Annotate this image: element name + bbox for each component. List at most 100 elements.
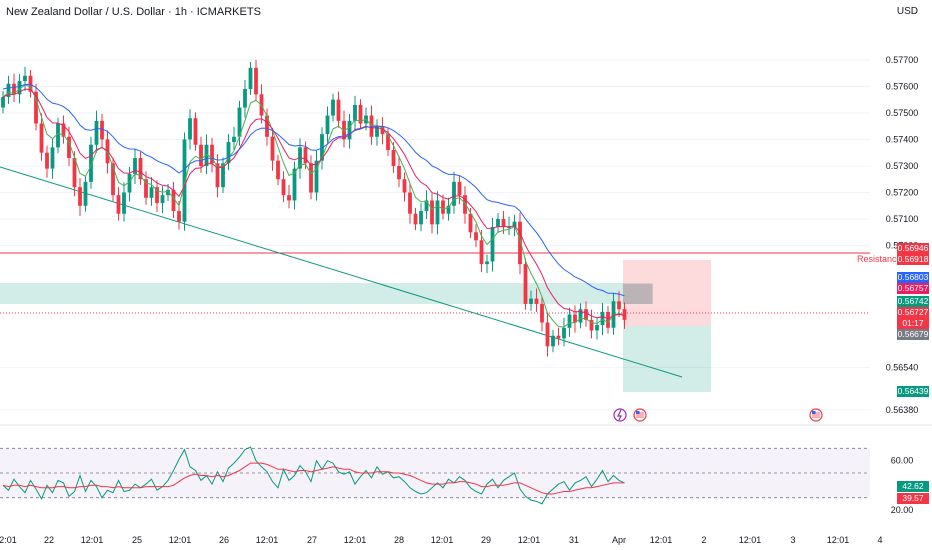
candle-body[interactable] — [287, 195, 291, 201]
candle-body[interactable] — [314, 160, 319, 193]
candle-body[interactable] — [556, 335, 561, 339]
candle-body[interactable] — [353, 104, 357, 121]
candle-body[interactable] — [402, 179, 407, 193]
candle-body[interactable] — [325, 115, 330, 135]
candle-body[interactable] — [435, 200, 440, 225]
us-flag-icon[interactable] — [633, 408, 647, 422]
candle-body[interactable] — [204, 144, 209, 166]
candle-body[interactable] — [149, 187, 154, 198]
candle-body[interactable] — [127, 173, 132, 193]
candle-body[interactable] — [413, 213, 418, 225]
candle-body[interactable] — [534, 298, 539, 304]
demand-zone[interactable] — [0, 283, 652, 304]
candle-body[interactable] — [94, 120, 99, 145]
candle-body[interactable] — [430, 200, 434, 225]
candle-body[interactable] — [281, 179, 286, 196]
candle-body[interactable] — [78, 187, 82, 206]
candle-body[interactable] — [523, 264, 528, 304]
candle-body[interactable] — [578, 309, 583, 323]
candle-body[interactable] — [600, 311, 605, 326]
candle-body[interactable] — [584, 309, 588, 320]
candle-body[interactable] — [144, 179, 148, 198]
candle-body[interactable] — [375, 126, 379, 137]
candle-body[interactable] — [358, 104, 363, 124]
candle-body[interactable] — [111, 163, 115, 196]
candle-body[interactable] — [166, 189, 170, 196]
candle-body[interactable] — [512, 221, 517, 227]
candle-body[interactable] — [589, 319, 594, 331]
candle-body[interactable] — [419, 211, 423, 225]
candle-body[interactable] — [28, 75, 33, 92]
candle-body[interactable] — [347, 120, 352, 140]
us-flag-icon[interactable] — [809, 408, 823, 422]
candle-body[interactable] — [72, 158, 77, 188]
candle-body[interactable] — [100, 120, 104, 140]
candle-body[interactable] — [369, 115, 374, 137]
candle-body[interactable] — [606, 311, 610, 328]
candle-body[interactable] — [232, 136, 236, 143]
candle-body[interactable] — [551, 335, 555, 347]
candle-body[interactable] — [237, 107, 242, 137]
candle-body[interactable] — [12, 83, 16, 95]
candle-body[interactable] — [248, 67, 253, 90]
candle-body[interactable] — [56, 123, 60, 148]
candle-body[interactable] — [177, 211, 181, 222]
candle-body[interactable] — [116, 195, 121, 214]
candle-body[interactable] — [397, 165, 401, 180]
candle-body[interactable] — [188, 118, 192, 140]
lightning-icon[interactable] — [613, 408, 627, 422]
candle-body[interactable] — [485, 261, 489, 265]
candle-body[interactable] — [254, 67, 258, 95]
candle-body[interactable] — [391, 150, 396, 166]
candle-body[interactable] — [67, 136, 71, 158]
candle-body[interactable] — [474, 232, 478, 241]
candle-body[interactable] — [276, 160, 280, 180]
candle-body[interactable] — [457, 181, 462, 196]
candle-body[interactable] — [182, 139, 187, 222]
candle-body[interactable] — [270, 136, 275, 161]
candle-body[interactable] — [6, 83, 11, 97]
candle-body[interactable] — [160, 195, 165, 204]
candle-body[interactable] — [529, 298, 533, 304]
candle-body[interactable] — [1, 96, 5, 108]
candle-body[interactable] — [45, 152, 49, 169]
candle-body[interactable] — [122, 192, 126, 214]
entry-box[interactable] — [623, 284, 653, 304]
candle-body[interactable] — [221, 163, 225, 188]
candle-body[interactable] — [408, 192, 412, 214]
currency-label[interactable]: USD — [896, 6, 918, 17]
candle-body[interactable] — [138, 158, 143, 180]
candle-body[interactable] — [210, 144, 214, 164]
candle-body[interactable] — [309, 163, 313, 193]
candle-body[interactable] — [265, 115, 269, 137]
candle-body[interactable] — [446, 205, 451, 214]
candle-body[interactable] — [441, 200, 445, 214]
candle-body[interactable] — [567, 314, 572, 328]
candle-body[interactable] — [199, 144, 203, 166]
candle-body[interactable] — [501, 219, 506, 227]
candle-body[interactable] — [215, 163, 220, 188]
candle-body[interactable] — [452, 181, 456, 206]
candle-body[interactable] — [507, 226, 511, 228]
candle-body[interactable] — [23, 75, 27, 82]
take-profit-zone[interactable] — [623, 326, 711, 392]
candle-body[interactable] — [331, 99, 335, 116]
candle-body[interactable] — [468, 213, 473, 233]
candle-body[interactable] — [193, 118, 198, 145]
candle-body[interactable] — [171, 189, 176, 212]
candle-body[interactable] — [463, 195, 467, 214]
candle-body[interactable] — [617, 301, 621, 310]
candle-body[interactable] — [518, 221, 522, 265]
candle-body[interactable] — [496, 219, 500, 227]
candle-body[interactable] — [595, 325, 599, 331]
candle-body[interactable] — [61, 123, 66, 137]
candle-body[interactable] — [83, 181, 88, 206]
candle-body[interactable] — [380, 126, 385, 135]
stop-loss-zone[interactable] — [623, 260, 711, 326]
candle-body[interactable] — [155, 187, 159, 204]
candle-body[interactable] — [243, 89, 247, 108]
candle-body[interactable] — [545, 322, 550, 347]
candle-body[interactable] — [303, 147, 308, 164]
candle-body[interactable] — [292, 168, 297, 201]
